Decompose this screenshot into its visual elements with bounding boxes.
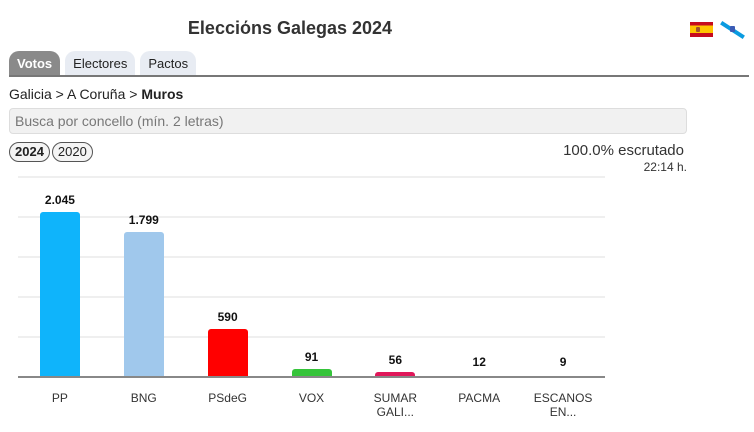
breadcrumb-separator: > [51, 86, 67, 102]
tab-pactos[interactable]: Pactos [140, 51, 197, 76]
breadcrumb-current: Muros [141, 86, 184, 102]
bar-value-label: 1.799 [128, 213, 159, 228]
breadcrumb-a-coruna[interactable]: A Coruña [66, 86, 126, 102]
year-2020-button[interactable]: 2020 [51, 142, 93, 162]
x-axis-label: ESCANOS EN... [533, 391, 593, 419]
update-time: 22:14 h. [643, 160, 687, 174]
breadcrumb-separator: > [125, 86, 142, 102]
bar-value-label: 91 [304, 349, 319, 364]
bar-bng[interactable] [123, 232, 164, 376]
x-axis-label: BNG [130, 391, 157, 405]
breadcrumb: Galicia > A Coruña > Muros [9, 86, 183, 102]
gridline [18, 296, 605, 298]
bar-psdeg[interactable] [207, 328, 248, 376]
bar-value-label: 590 [217, 309, 238, 324]
galicia-flag-icon[interactable] [721, 22, 743, 37]
breadcrumb-galicia[interactable]: Galicia [9, 86, 52, 102]
votes-bar-chart: 2.045 PP 1.799 BNG 590 PSdeG 91 VOX 56 SUMAR GALI.… [18, 170, 605, 420]
scrutiny-status: 100.0% escrutado [563, 142, 684, 159]
bar-pp[interactable] [39, 212, 80, 376]
x-axis-label: PP [51, 391, 68, 405]
gridline [18, 336, 605, 338]
year-2024-button[interactable]: 2024 [9, 142, 50, 162]
bar-value-label: 9 [559, 355, 567, 369]
bar-sumar-gali[interactable] [375, 371, 416, 376]
bar-vox[interactable] [291, 368, 332, 376]
x-axis-label: PACMA [458, 391, 501, 405]
x-axis-label: VOX [298, 391, 325, 405]
x-axis-label: SUMAR GALI... [373, 391, 418, 419]
bar-value-label: 56 [388, 352, 403, 367]
spain-flag-icon[interactable] [690, 22, 713, 37]
gridline [18, 256, 605, 258]
x-axis-baseline [18, 376, 605, 378]
tab-bar: Votos Electores Pactos [9, 51, 197, 76]
tab-electores[interactable]: Electores [65, 51, 136, 76]
year-selector: 2024 2020 [9, 142, 93, 162]
bar-value-label: 12 [472, 355, 486, 369]
search-input[interactable] [9, 108, 687, 134]
x-axis-label: PSdeG [208, 391, 247, 405]
tab-divider [9, 75, 749, 77]
tab-votos[interactable]: Votos [9, 51, 61, 76]
bar-value-label: 2.045 [44, 193, 75, 208]
page-title: Elecciόns Galegas 2024 [187, 18, 393, 38]
gridline [18, 216, 605, 218]
language-switcher [690, 22, 743, 37]
gridline [18, 176, 605, 178]
